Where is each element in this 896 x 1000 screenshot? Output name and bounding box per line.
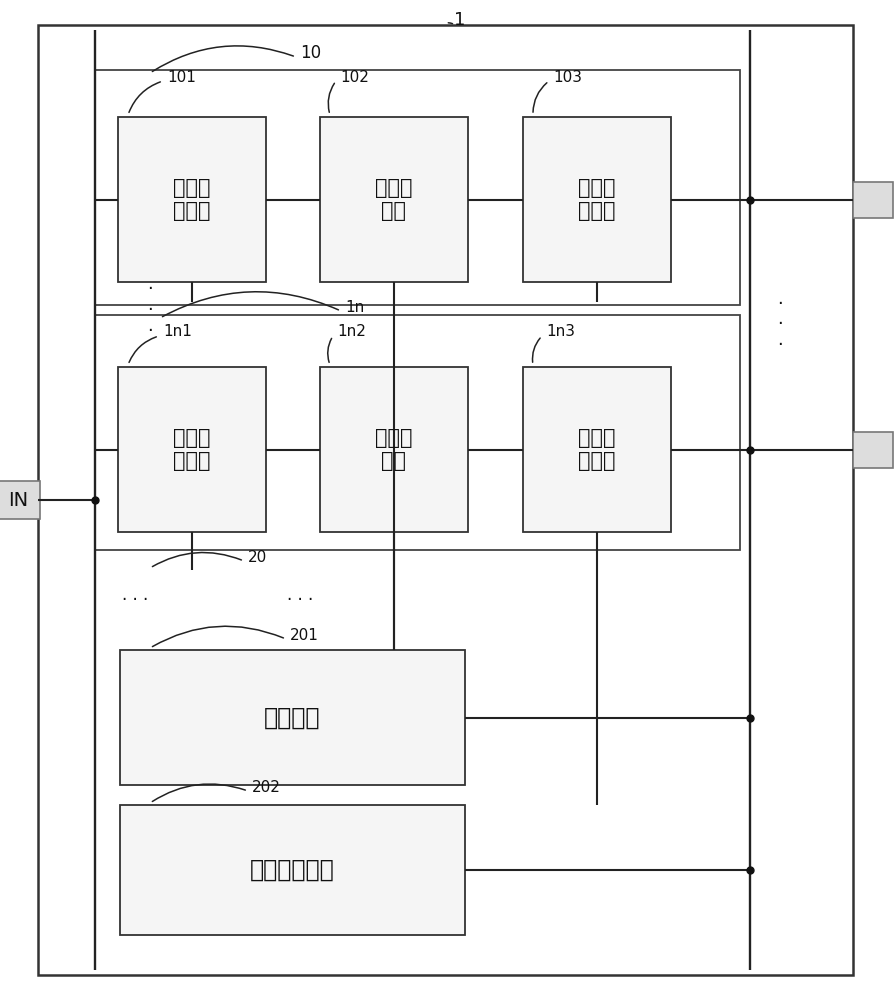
Text: 202: 202 xyxy=(252,780,280,794)
Text: 1: 1 xyxy=(454,11,466,29)
Text: 20: 20 xyxy=(248,550,267,564)
Text: 103: 103 xyxy=(553,70,582,85)
Bar xyxy=(95,315,740,550)
Text: 增益调
整电路: 增益调 整电路 xyxy=(578,428,616,471)
Text: 1n: 1n xyxy=(345,300,365,314)
Bar xyxy=(0,481,40,519)
Bar xyxy=(120,805,465,935)
Text: IN: IN xyxy=(8,490,28,510)
Bar xyxy=(853,182,893,218)
Bar xyxy=(523,117,671,282)
Text: 201: 201 xyxy=(290,628,319,643)
Bar xyxy=(320,367,468,532)
Text: 增益调
整电路: 增益调 整电路 xyxy=(578,178,616,221)
Bar xyxy=(320,117,468,282)
Text: · · ·: · · · xyxy=(122,591,148,609)
Bar xyxy=(100,75,735,300)
Text: 102: 102 xyxy=(340,70,369,85)
Text: ·
·
·: · · · xyxy=(147,280,153,340)
Text: 10: 10 xyxy=(300,44,321,62)
Text: 锁相环
电路: 锁相环 电路 xyxy=(375,178,413,221)
Text: 1n3: 1n3 xyxy=(546,324,575,340)
Text: 1n1: 1n1 xyxy=(163,324,192,340)
Bar xyxy=(523,367,671,532)
Bar xyxy=(100,320,735,545)
Text: 触发单元: 触发单元 xyxy=(264,706,321,730)
Text: · · ·: · · · xyxy=(287,591,313,609)
Text: 1n2: 1n2 xyxy=(337,324,366,340)
Bar xyxy=(95,70,740,305)
Bar xyxy=(118,367,266,532)
Bar xyxy=(853,432,893,468)
Text: 频率调
整电路: 频率调 整电路 xyxy=(173,428,211,471)
Bar xyxy=(100,570,600,945)
Bar xyxy=(120,650,465,785)
Text: 频率调
整电路: 频率调 整电路 xyxy=(173,178,211,221)
Text: ·
·
·: · · · xyxy=(777,295,783,354)
Text: 增益调设单元: 增益调设单元 xyxy=(250,858,335,882)
Bar xyxy=(118,117,266,282)
Text: 锁相环
电路: 锁相环 电路 xyxy=(375,428,413,471)
Text: 101: 101 xyxy=(167,70,196,85)
